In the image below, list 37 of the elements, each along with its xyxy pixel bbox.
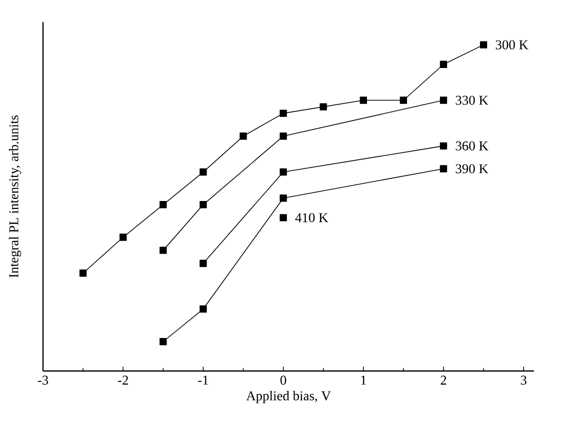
series-label: 360 K <box>456 141 488 150</box>
series-label: 300 K <box>496 40 528 50</box>
x-tick-label: 0 <box>280 376 286 385</box>
point <box>79 270 87 277</box>
point <box>400 96 408 104</box>
point <box>160 338 167 346</box>
y-axis-title: Integral PL intensity, arb.units <box>8 115 22 278</box>
point <box>280 168 287 176</box>
point <box>440 60 448 68</box>
point <box>440 142 448 150</box>
point <box>280 132 287 140</box>
x-tick-label: -3 <box>38 376 48 385</box>
point <box>200 260 207 267</box>
point <box>200 201 207 208</box>
series-label: 330 K <box>456 96 488 105</box>
point <box>120 234 127 241</box>
point <box>200 168 207 176</box>
point <box>440 165 448 172</box>
point <box>280 194 287 202</box>
x-tick-label: 3 <box>520 376 526 385</box>
point <box>480 41 488 48</box>
x-axis-title: Applied bias, V <box>246 390 331 404</box>
point <box>160 246 167 254</box>
x-tick-label: -1 <box>198 376 208 385</box>
point <box>280 110 287 117</box>
point <box>320 103 327 110</box>
x-tick-label: 2 <box>440 376 446 385</box>
series-label: 410 K <box>295 213 328 222</box>
point <box>440 96 448 104</box>
point <box>240 132 247 140</box>
point <box>280 214 287 222</box>
point <box>360 96 367 104</box>
x-tick-label: 1 <box>361 376 366 385</box>
series-label: 390 K <box>456 164 488 174</box>
point <box>160 201 167 208</box>
point <box>200 305 207 313</box>
x-tick-label: -2 <box>118 376 128 385</box>
